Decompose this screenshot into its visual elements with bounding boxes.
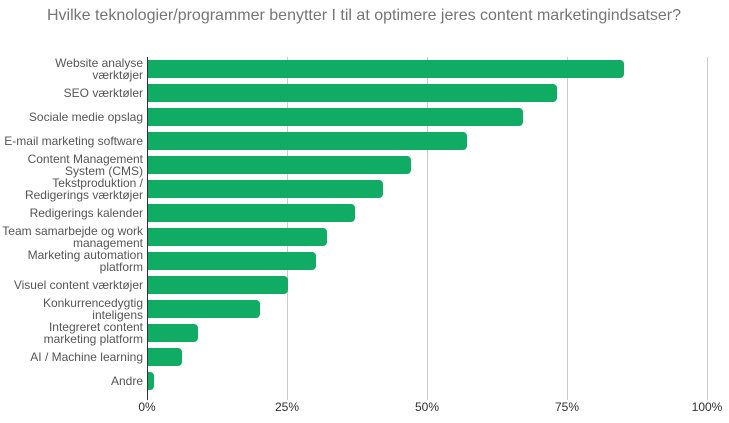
plot-area: [147, 57, 708, 400]
y-axis-line: [147, 57, 148, 400]
tick-mark: [287, 393, 288, 400]
bar-track: [147, 105, 707, 129]
category-label: Konkurrencedygtig inteligens: [42, 296, 143, 322]
x-tick-label: 100%: [691, 400, 723, 414]
bar-track: [147, 57, 707, 81]
bar: [148, 252, 316, 270]
x-tick-label: 50%: [414, 400, 440, 414]
chart-title: Hvilke teknologier/programmer benytter I…: [46, 7, 682, 24]
chart-row: Sociale medie opslag: [0, 105, 729, 129]
x-axis: 0% 25% 50% 75% 100%: [0, 400, 729, 416]
gridline: [287, 57, 288, 393]
bar-rows: Website analyse værktøjer SEO værktøler Soc…: [0, 57, 729, 393]
bar: [148, 84, 557, 102]
category-label: Visuel content værktøjer: [13, 278, 143, 292]
chart-row: Redigerings kalender: [0, 201, 729, 225]
bar-track: [147, 153, 707, 177]
category-label: SEO værktøler: [63, 86, 143, 100]
category-label: AI / Machine learning: [30, 350, 143, 364]
bar: [148, 276, 288, 294]
chart-row: Tekstproduktion / Redigerings værktøjer: [0, 177, 729, 201]
x-tick-label: 0%: [138, 400, 156, 414]
gridline: [707, 57, 708, 393]
x-tick-label: 75%: [554, 400, 580, 414]
gridline: [427, 57, 428, 393]
category-label: E-mail marketing software: [4, 134, 143, 148]
chart-row: Content Management System (CMS): [0, 153, 729, 177]
bar: [148, 324, 199, 342]
bar: [148, 204, 356, 222]
bar-track: [147, 81, 707, 105]
bar: [148, 348, 182, 366]
bar: [148, 156, 412, 174]
x-tick-label: 25%: [274, 400, 300, 414]
category-label: Andre: [110, 374, 143, 388]
bar-track: [147, 129, 707, 153]
chart-row: Marketing automation platform: [0, 249, 729, 273]
category-label: Sociale medie opslag: [28, 110, 143, 124]
chart-row: Andre: [0, 369, 729, 393]
tick-mark: [567, 393, 568, 400]
bar-track: [147, 369, 707, 393]
category-label: Content Management System (CMS): [27, 152, 143, 178]
bar-track: [147, 297, 707, 321]
category-label: Website analyse værktøjer: [55, 56, 143, 82]
chart-row: E-mail marketing software: [0, 129, 729, 153]
chart-row: Visuel content værktøjer: [0, 273, 729, 297]
bar: [148, 300, 260, 318]
chart-row: AI / Machine learning: [0, 345, 729, 369]
bar-track: [147, 177, 707, 201]
category-label: Tekstproduktion / Redigerings værktøjer: [24, 176, 143, 202]
tick-mark: [707, 393, 708, 400]
chart-row: Integreret content marketing platform: [0, 321, 729, 345]
chart-row: Website analyse værktøjer: [0, 57, 729, 81]
bar: [148, 372, 154, 390]
gridline: [567, 57, 568, 393]
category-label: Marketing automation platform: [27, 248, 143, 274]
bar: [148, 132, 468, 150]
chart-row: Konkurrencedygtig inteligens: [0, 297, 729, 321]
bar-track: [147, 225, 707, 249]
bar: [148, 60, 624, 78]
bar: [148, 108, 524, 126]
bar: [148, 180, 384, 198]
category-label: Integreret content marketing platform: [43, 320, 143, 346]
bar-track: [147, 345, 707, 369]
chart-row: SEO værktøler: [0, 81, 729, 105]
bar-track: [147, 273, 707, 297]
bar-track: [147, 201, 707, 225]
chart-row: Team samarbejde og work management: [0, 225, 729, 249]
bar: [148, 228, 328, 246]
category-label: Redigerings kalender: [29, 206, 143, 220]
bar-track: [147, 321, 707, 345]
bar-track: [147, 249, 707, 273]
tick-mark: [427, 393, 428, 400]
category-label: Team samarbejde og work management: [2, 224, 143, 250]
